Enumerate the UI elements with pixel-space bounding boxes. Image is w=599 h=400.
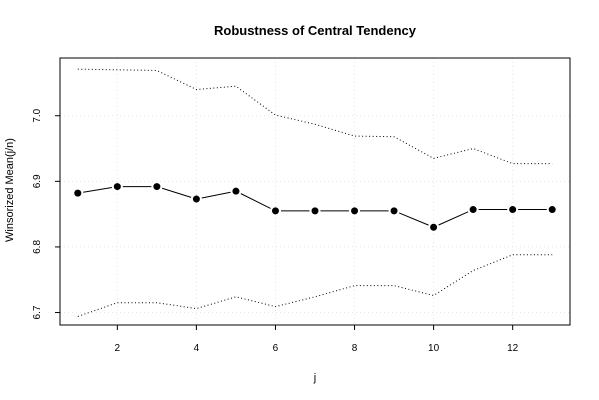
x-tick-label: 6 [273, 343, 279, 354]
axes: 2 4 6 8 10 12 6.7 6.8 6.9 7.0 [32, 108, 519, 354]
data-point [430, 223, 438, 231]
x-tick-label: 8 [352, 343, 358, 354]
data-point [548, 206, 556, 214]
series-layer [74, 68, 556, 317]
mean-line-segment [161, 187, 192, 198]
y-axis-label: Winsorized Mean(j/n) [4, 138, 16, 242]
data-point [74, 189, 82, 197]
plot-frame [59, 57, 571, 326]
x-tick-label: 12 [507, 343, 519, 354]
y-tick-label: 6.8 [32, 240, 43, 254]
x-tick-label: 2 [115, 343, 121, 354]
x-tick-label: 10 [428, 343, 440, 354]
data-point [311, 207, 319, 215]
data-point [509, 206, 517, 214]
mean-line-segment [83, 186, 112, 193]
x-axis-label: j [313, 372, 316, 384]
mean-line-segment [240, 193, 271, 209]
mean-line-segment [438, 211, 469, 226]
data-point [153, 183, 161, 191]
data-point [390, 207, 398, 215]
data-point [271, 207, 279, 215]
data-point [469, 206, 477, 214]
data-point [192, 195, 200, 203]
data-point [351, 207, 359, 215]
chart-title: Robustness of Central Tendency [214, 23, 417, 38]
grid [60, 58, 570, 325]
data-point [113, 183, 121, 191]
lower-bound-line [77, 254, 553, 317]
x-tick-label: 4 [194, 343, 200, 354]
data-point [232, 187, 240, 195]
y-tick-label: 7.0 [32, 108, 43, 122]
y-tick-label: 6.7 [32, 305, 43, 319]
mean-line-segment [201, 191, 231, 199]
y-tick-label: 6.9 [32, 174, 43, 188]
mean-line-segment [398, 212, 429, 226]
upper-bound-line [77, 68, 553, 165]
